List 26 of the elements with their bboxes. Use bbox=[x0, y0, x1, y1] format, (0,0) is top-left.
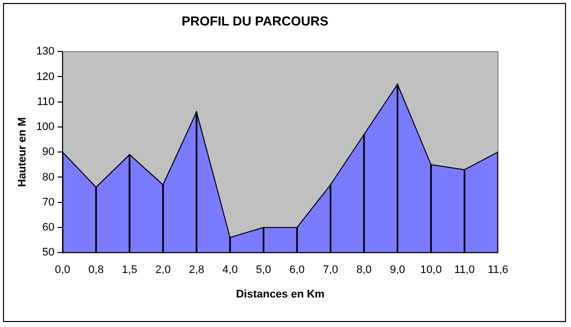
y-tick-label: 80 bbox=[42, 171, 55, 184]
x-tick-label: 2,0 bbox=[155, 264, 171, 276]
x-tick-label: 1,5 bbox=[122, 264, 138, 276]
y-tick-label: 50 bbox=[42, 246, 55, 259]
x-tick-label: 6,0 bbox=[289, 264, 305, 276]
x-tick-label: 11,0 bbox=[454, 264, 475, 276]
y-axis-title: Hauteur en M bbox=[16, 117, 29, 187]
y-tick-label: 110 bbox=[37, 96, 55, 108]
y-tick-label: 130 bbox=[36, 46, 55, 58]
x-tick-label: 5,0 bbox=[256, 264, 272, 276]
y-tick-label: 120 bbox=[36, 70, 55, 83]
x-tick-label: 0,0 bbox=[54, 264, 70, 276]
x-axis-title: Distances en Km bbox=[236, 288, 325, 300]
x-tick-label: 0,8 bbox=[88, 264, 104, 276]
chart-title: PROFIL DU PARCOURS bbox=[182, 13, 329, 28]
y-tick-label: 60 bbox=[42, 222, 55, 234]
x-tick-label: 7,0 bbox=[322, 264, 338, 276]
x-tick-label: 4,0 bbox=[222, 264, 238, 276]
x-tick-label: 11,6 bbox=[488, 264, 508, 276]
y-tick-label: 100 bbox=[36, 121, 55, 134]
x-tick-label: 9,0 bbox=[390, 264, 406, 276]
x-tick-label: 8,0 bbox=[356, 264, 372, 276]
x-tick-label: 10,0 bbox=[420, 264, 442, 276]
y-tick-label: 70 bbox=[42, 196, 55, 208]
y-tick-label: 90 bbox=[42, 146, 55, 158]
x-tick-label: 2,8 bbox=[188, 264, 204, 276]
